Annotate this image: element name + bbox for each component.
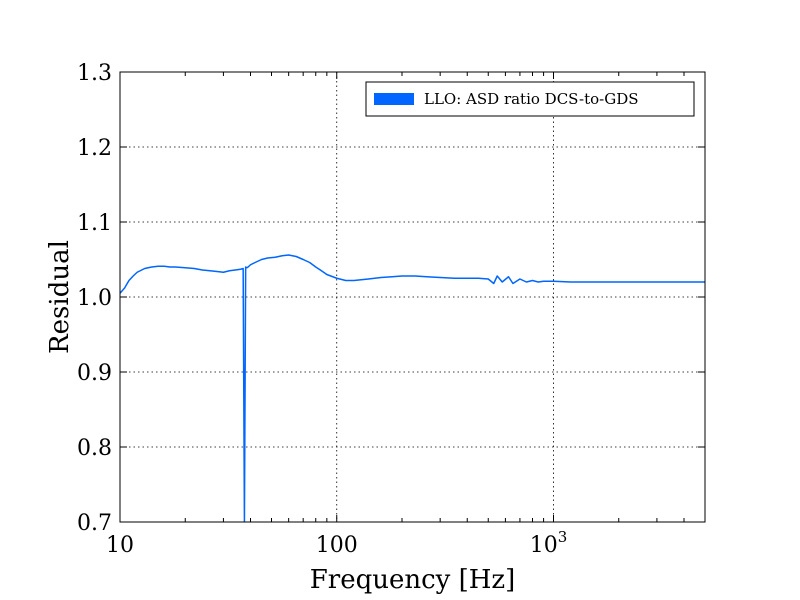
y-tick-label: 0.7	[77, 511, 112, 536]
y-tick-label: 0.8	[77, 436, 112, 461]
series-line-0	[120, 254, 705, 522]
grid-lines	[120, 72, 705, 522]
y-tick-label: 1.3	[77, 61, 112, 86]
x-axis-label: Frequency [Hz]	[310, 565, 516, 595]
axis-ticks: 0.7 0.8 0.9 1.0 1.1 1.2 1.3 10 100 103	[77, 61, 706, 558]
x-tick-label: 103	[530, 528, 568, 558]
x-tick-label: 10	[106, 533, 134, 558]
legend: LLO: ASD ratio DCS-to-GDS	[365, 81, 695, 117]
legend-label: LLO: ASD ratio DCS-to-GDS	[424, 90, 639, 108]
y-axis-label: Residual	[45, 240, 75, 354]
series-layer	[120, 254, 705, 522]
x-tick-label: 100	[316, 533, 358, 558]
y-tick-label: 1.2	[77, 136, 112, 161]
legend-box	[365, 81, 695, 117]
y-tick-label: 1.1	[77, 211, 112, 236]
y-tick-label: 1.0	[77, 286, 112, 311]
legend-swatch	[374, 93, 414, 105]
y-tick-label: 0.9	[77, 361, 112, 386]
